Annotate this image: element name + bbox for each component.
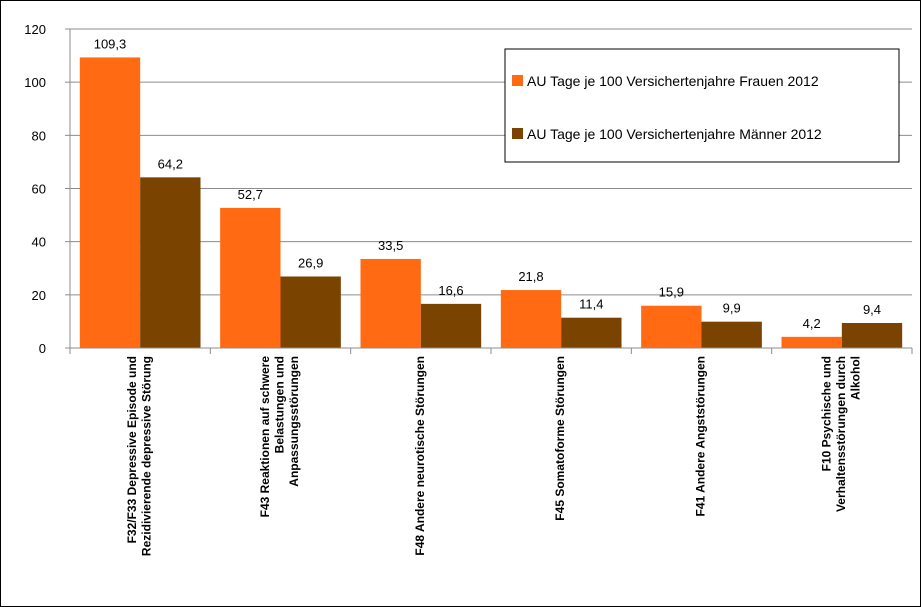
bar (500, 290, 562, 348)
y-tick-label: 120 (24, 22, 46, 37)
data-label: 11,4 (579, 297, 603, 312)
data-label: 9,9 (723, 301, 741, 316)
category-label: F41 Andere Angststörungen (694, 356, 708, 516)
category-label: F48 Andere neurotische Störungen (413, 356, 427, 556)
category-label-line: F10 Psychische und (819, 356, 833, 471)
category-label: F32/F33 Depressive Episode undRezidivier… (125, 356, 154, 556)
y-tick-label: 60 (32, 182, 46, 197)
bar (220, 207, 281, 348)
data-label: 33,5 (378, 238, 403, 253)
y-tick-label: 100 (24, 75, 46, 90)
data-labels: 109,3 52,7 33,5 21,8 15,9 4,2 64,2 26,9 16,6 11,4… (94, 36, 881, 330)
category-label: F10 Psychische undVerhaltensstörungen du… (819, 356, 862, 512)
data-label: 26,9 (298, 255, 323, 270)
category-label-line: F43 Reaktionen auf schwere (258, 356, 272, 518)
bar (701, 321, 762, 348)
category-label-line: Belastungen und (273, 356, 287, 453)
bar (360, 258, 421, 348)
y-axis: 0 20 40 60 80 100 120 (24, 22, 71, 356)
data-label: 21,8 (518, 269, 543, 284)
bar (841, 323, 903, 348)
bar (420, 303, 482, 348)
data-label: 16,6 (438, 283, 463, 298)
y-tick-label: 40 (32, 235, 46, 250)
bar (641, 305, 702, 348)
legend-box (504, 48, 900, 163)
data-label: 52,7 (238, 187, 263, 202)
bar (140, 177, 201, 348)
legend-swatch (512, 75, 523, 86)
category-label: F43 Reaktionen auf schwereBelastungen un… (258, 356, 301, 518)
legend: AU Tage je 100 Versichertenjahre Frauen … (504, 48, 900, 163)
category-label-line: Verhaltensstörungen durch (834, 356, 848, 512)
bar (781, 336, 842, 348)
data-label: 4,2 (803, 316, 821, 331)
legend-swatch (512, 128, 523, 139)
legend-label: AU Tage je 100 Versichertenjahre Frauen … (527, 73, 819, 89)
data-label: 9,4 (863, 302, 881, 317)
category-label-line: F41 Andere Angststörungen (694, 356, 708, 516)
y-tick-label: 80 (32, 128, 46, 143)
category-label-line: F48 Andere neurotische Störungen (413, 356, 427, 556)
category-label: F45 Somatoforme Störungen (553, 356, 567, 521)
x-axis: F32/F33 Depressive Episode undRezidivier… (69, 347, 913, 556)
category-label-line: Alkohol (848, 356, 862, 400)
category-label-line: Rezidivierende depressive Störung (139, 356, 153, 556)
gridlines (70, 28, 912, 296)
data-label: 109,3 (94, 36, 127, 51)
data-label: 64,2 (158, 156, 183, 171)
data-label: 15,9 (659, 285, 684, 300)
legend-label: AU Tage je 100 Versichertenjahre Männer … (527, 126, 822, 142)
category-label-line: Anpassungsstörungen (287, 356, 301, 487)
y-tick-label: 20 (32, 288, 46, 303)
bar (280, 276, 341, 348)
category-label-line: F45 Somatoforme Störungen (553, 356, 567, 521)
category-label-line: F32/F33 Depressive Episode und (125, 356, 139, 543)
y-tick-label: 0 (39, 341, 46, 356)
bars (79, 57, 903, 349)
bar (79, 57, 141, 349)
bar (561, 317, 622, 348)
